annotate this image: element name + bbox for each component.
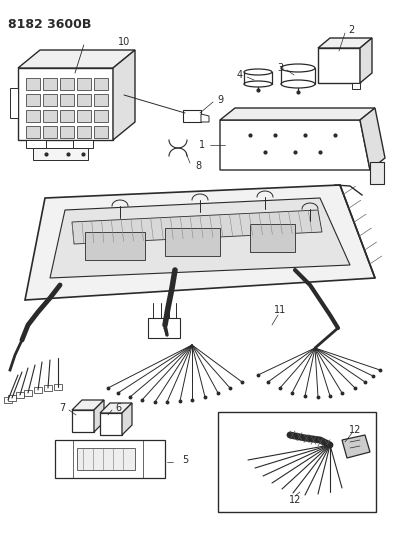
Ellipse shape	[244, 69, 272, 75]
Bar	[100, 413, 122, 435]
Text: 7: 7	[59, 403, 65, 413]
Bar	[54, 384, 62, 390]
Bar	[370, 162, 384, 184]
Bar	[43, 94, 57, 106]
Bar	[44, 385, 52, 391]
Bar	[60, 78, 74, 90]
Bar	[60, 94, 74, 106]
Text: 9: 9	[217, 95, 223, 105]
Polygon shape	[342, 435, 370, 458]
Polygon shape	[220, 108, 375, 120]
Bar	[26, 140, 46, 148]
Polygon shape	[201, 114, 209, 122]
Bar	[77, 94, 91, 106]
Bar	[318, 48, 360, 83]
Polygon shape	[360, 108, 385, 170]
Bar	[26, 94, 40, 106]
Bar	[77, 448, 135, 470]
Bar	[250, 224, 295, 252]
Polygon shape	[94, 400, 104, 432]
Bar	[94, 94, 108, 106]
Bar	[77, 78, 91, 90]
Text: 4: 4	[237, 70, 243, 80]
Polygon shape	[100, 403, 132, 413]
Bar	[16, 392, 24, 398]
Bar	[26, 78, 40, 90]
Bar	[34, 387, 42, 393]
Bar	[85, 232, 145, 260]
Polygon shape	[318, 38, 372, 48]
Text: 1: 1	[199, 140, 205, 150]
Bar	[94, 126, 108, 138]
Text: 8182 3600B: 8182 3600B	[8, 18, 91, 31]
Text: 8: 8	[195, 161, 201, 171]
Bar	[352, 83, 360, 89]
Polygon shape	[113, 50, 135, 140]
Ellipse shape	[244, 81, 272, 87]
Bar	[8, 395, 16, 401]
Bar	[165, 228, 220, 256]
Polygon shape	[122, 403, 132, 435]
Text: 3: 3	[277, 63, 283, 73]
Bar	[77, 126, 91, 138]
Ellipse shape	[281, 64, 315, 72]
Text: 11: 11	[274, 305, 286, 315]
Polygon shape	[50, 198, 350, 278]
Bar	[148, 318, 180, 338]
Bar	[73, 140, 93, 148]
Bar	[43, 126, 57, 138]
Bar	[60, 126, 74, 138]
Bar	[77, 110, 91, 122]
Bar	[60, 110, 74, 122]
Text: 2: 2	[348, 25, 354, 35]
Bar	[4, 397, 12, 403]
Bar	[26, 126, 40, 138]
Bar	[26, 110, 40, 122]
Bar	[94, 78, 108, 90]
Polygon shape	[25, 185, 375, 300]
Text: 12: 12	[349, 425, 361, 435]
Bar	[218, 412, 376, 512]
Text: 12: 12	[289, 495, 301, 505]
Polygon shape	[18, 50, 135, 68]
Bar	[94, 110, 108, 122]
Text: 6: 6	[115, 403, 121, 413]
Bar	[24, 390, 32, 396]
Bar	[33, 148, 88, 160]
Text: 5: 5	[182, 455, 188, 465]
Bar	[43, 78, 57, 90]
Bar	[55, 440, 165, 478]
Bar	[18, 68, 113, 140]
Polygon shape	[360, 38, 372, 83]
Polygon shape	[220, 120, 370, 170]
Polygon shape	[72, 210, 322, 244]
Bar	[43, 110, 57, 122]
Ellipse shape	[281, 80, 315, 88]
Bar	[183, 110, 201, 122]
Polygon shape	[72, 400, 104, 410]
Polygon shape	[10, 88, 18, 118]
Bar	[72, 410, 94, 432]
Text: 10: 10	[118, 37, 130, 47]
